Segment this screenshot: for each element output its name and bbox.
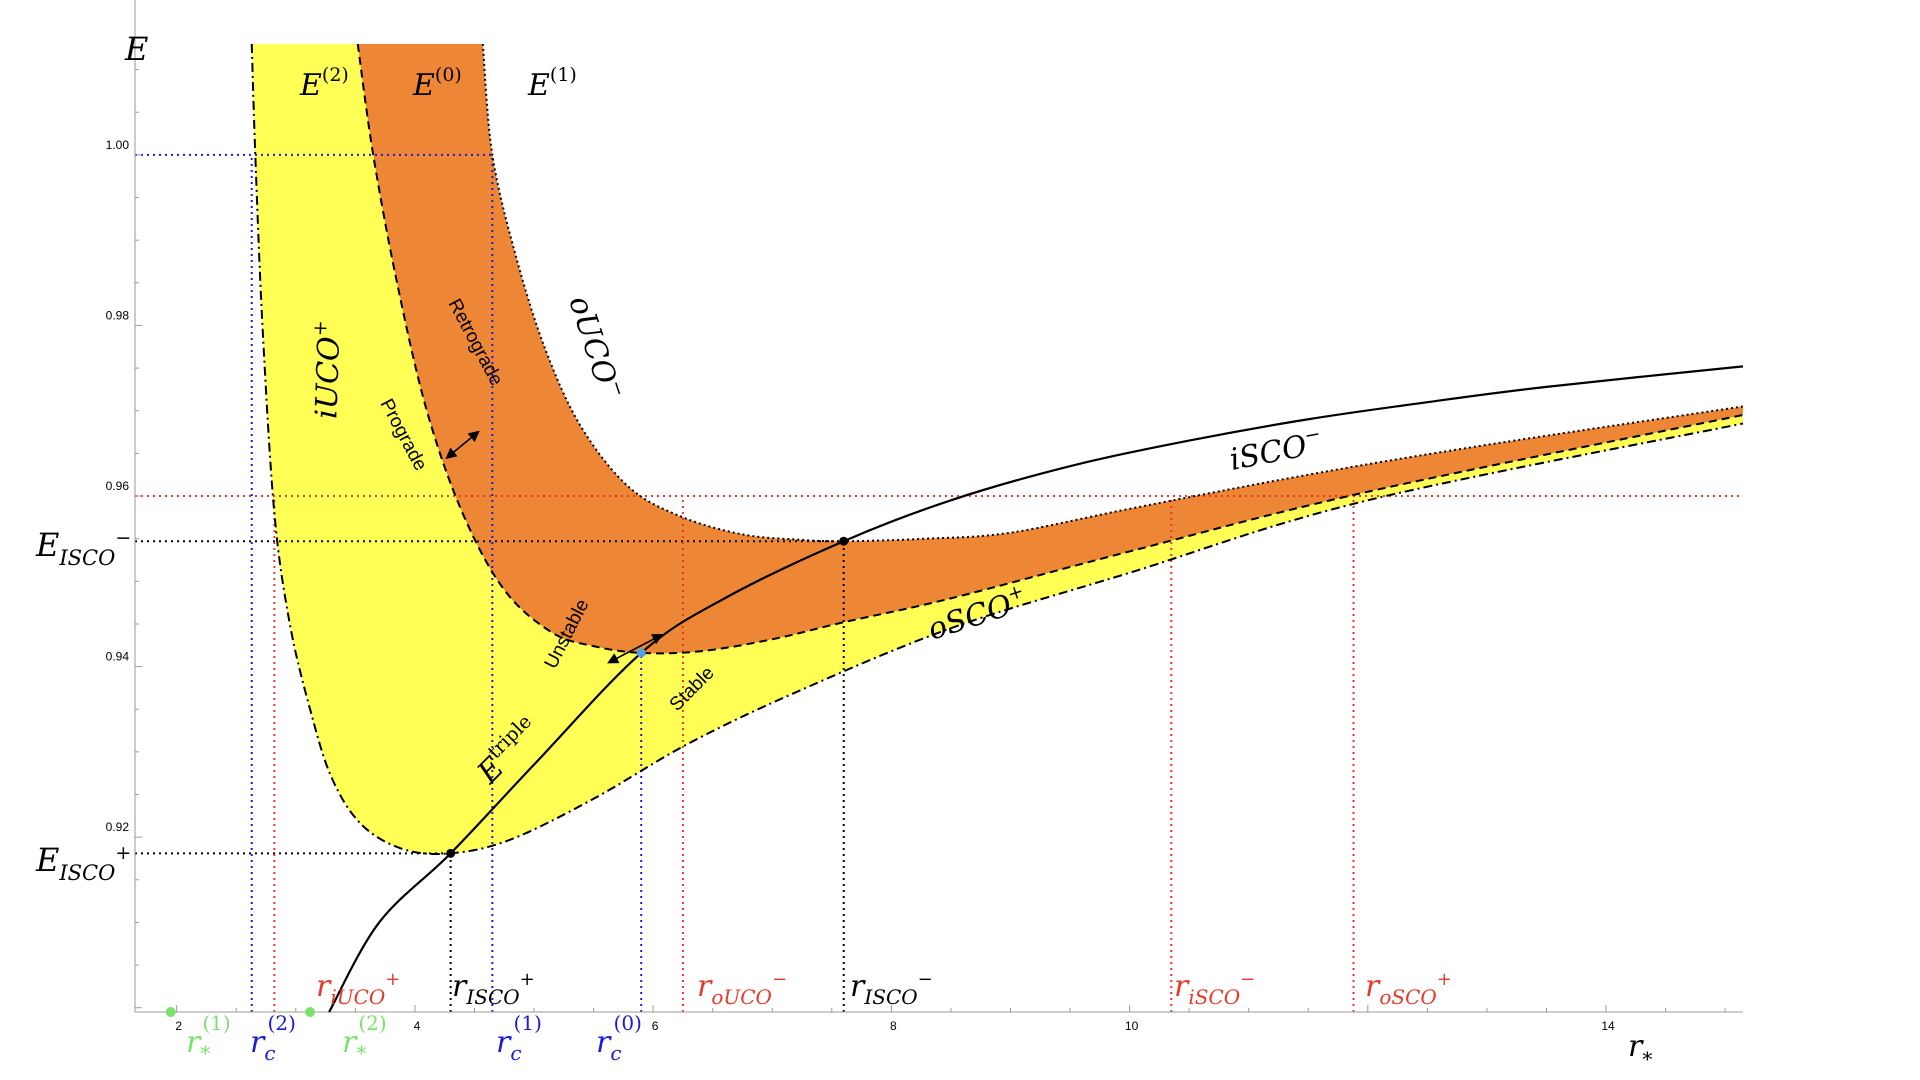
- point-2: [636, 648, 646, 658]
- axes: 2 4 6 8 10 14 0.92 0.94 0.96 0.98 1.00: [106, 0, 1743, 1033]
- guide-lines: [135, 153, 1743, 1012]
- y-tick-label: 0.98: [106, 308, 130, 322]
- unstable-stable-arrow: [607, 633, 664, 664]
- label-e-isco-minus: EISCO−: [35, 526, 131, 570]
- x-tick-label: 6: [652, 1019, 659, 1033]
- label-iuco-plus: iUCO+: [306, 320, 347, 420]
- x-tick-label: 10: [1125, 1019, 1139, 1033]
- curve-label-e1: E(1): [527, 64, 577, 103]
- label-ouco-minus: oUCO−: [561, 291, 630, 404]
- axis-y-label: E: [124, 30, 148, 68]
- point-1: [839, 536, 849, 546]
- label-r-iuco-plus: riUCO+: [316, 969, 400, 1009]
- x-tick-label: 2: [175, 1019, 182, 1033]
- series-curve-1: [481, 43, 1744, 543]
- label-r-star-2: r*(2): [342, 1011, 387, 1065]
- axis-x-label: r*: [1628, 1029, 1652, 1071]
- region-fills: [251, 44, 1744, 855]
- label-r-osco-plus: roSCO+: [1365, 969, 1452, 1009]
- label-r-c-1: rc(1): [496, 1011, 542, 1065]
- label-r-c-0: rc(0): [596, 1011, 642, 1065]
- y-tick-label: 0.92: [106, 820, 130, 834]
- curve-label-e0: E(0): [412, 64, 462, 103]
- label-r-ouco-minus: roUCO−: [697, 969, 787, 1009]
- label-r-isco-minus: rISCO−: [850, 969, 933, 1009]
- curve-label-e2: E(2): [299, 64, 349, 103]
- label-r-c-2: rc(2): [250, 1011, 296, 1065]
- y-tick-label: 0.96: [106, 479, 130, 493]
- y-tick-label: 1.00: [106, 138, 130, 152]
- x-tick-label: 14: [1601, 1019, 1615, 1033]
- point-0: [446, 848, 456, 858]
- x-tick-label: 8: [890, 1019, 897, 1033]
- label-r-isco-minus-red: riSCO−: [1174, 969, 1255, 1009]
- marked-points: [165, 536, 849, 1017]
- x-tick-label: 4: [414, 1019, 421, 1033]
- y-tick-label: 0.94: [106, 650, 130, 664]
- stability-arrows: [445, 430, 664, 664]
- retrograde-region: [357, 44, 1743, 654]
- point-4: [305, 1007, 316, 1017]
- point-3: [165, 1007, 176, 1017]
- label-e-isco-plus: EISCO+: [35, 841, 131, 885]
- series-curve-2: [250, 43, 1744, 856]
- series-curve-3: [328, 365, 1744, 1013]
- retro-prograde-arrow: [445, 430, 480, 460]
- prograde-region: [251, 44, 1744, 855]
- label-r-star-1: r*(1): [186, 1011, 231, 1065]
- label-r-isco-plus: rISCO+: [452, 969, 535, 1009]
